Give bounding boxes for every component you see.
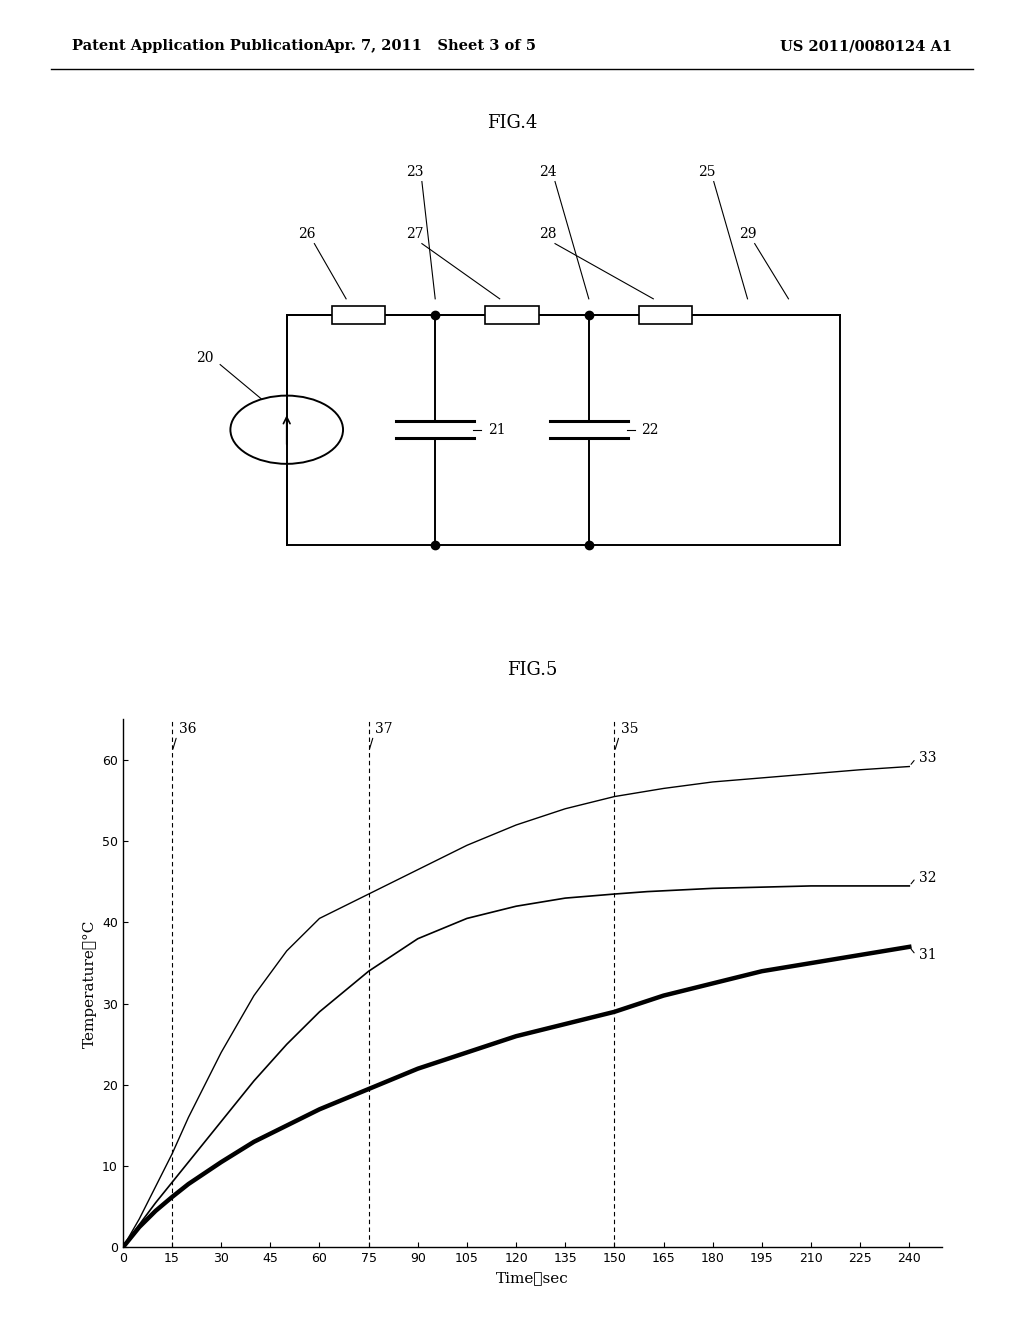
Text: FIG.5: FIG.5 xyxy=(507,661,558,678)
Text: 24: 24 xyxy=(539,165,557,180)
Text: 20: 20 xyxy=(196,351,214,366)
Text: 28: 28 xyxy=(539,227,557,242)
Text: 21: 21 xyxy=(487,422,506,437)
Text: 26: 26 xyxy=(298,227,316,242)
Text: FIG.4: FIG.4 xyxy=(486,114,538,132)
Text: 22: 22 xyxy=(641,422,659,437)
Text: 31: 31 xyxy=(920,948,937,962)
Text: Apr. 7, 2011   Sheet 3 of 5: Apr. 7, 2011 Sheet 3 of 5 xyxy=(324,40,537,53)
Y-axis label: Temperature／°C: Temperature／°C xyxy=(83,919,96,1048)
Text: Patent Application Publication: Patent Application Publication xyxy=(72,40,324,53)
Text: 25: 25 xyxy=(697,165,716,180)
Text: US 2011/0080124 A1: US 2011/0080124 A1 xyxy=(780,40,952,53)
Bar xyxy=(639,306,692,323)
Text: 29: 29 xyxy=(738,227,757,242)
Text: 27: 27 xyxy=(406,227,424,242)
Text: 36: 36 xyxy=(178,722,196,735)
Text: 23: 23 xyxy=(406,165,424,180)
Bar xyxy=(485,306,539,323)
X-axis label: Time／sec: Time／sec xyxy=(496,1271,569,1284)
Text: 37: 37 xyxy=(375,722,393,735)
Text: 32: 32 xyxy=(920,871,937,884)
Bar xyxy=(332,306,385,323)
Text: 33: 33 xyxy=(920,751,937,766)
Text: 35: 35 xyxy=(621,722,638,735)
